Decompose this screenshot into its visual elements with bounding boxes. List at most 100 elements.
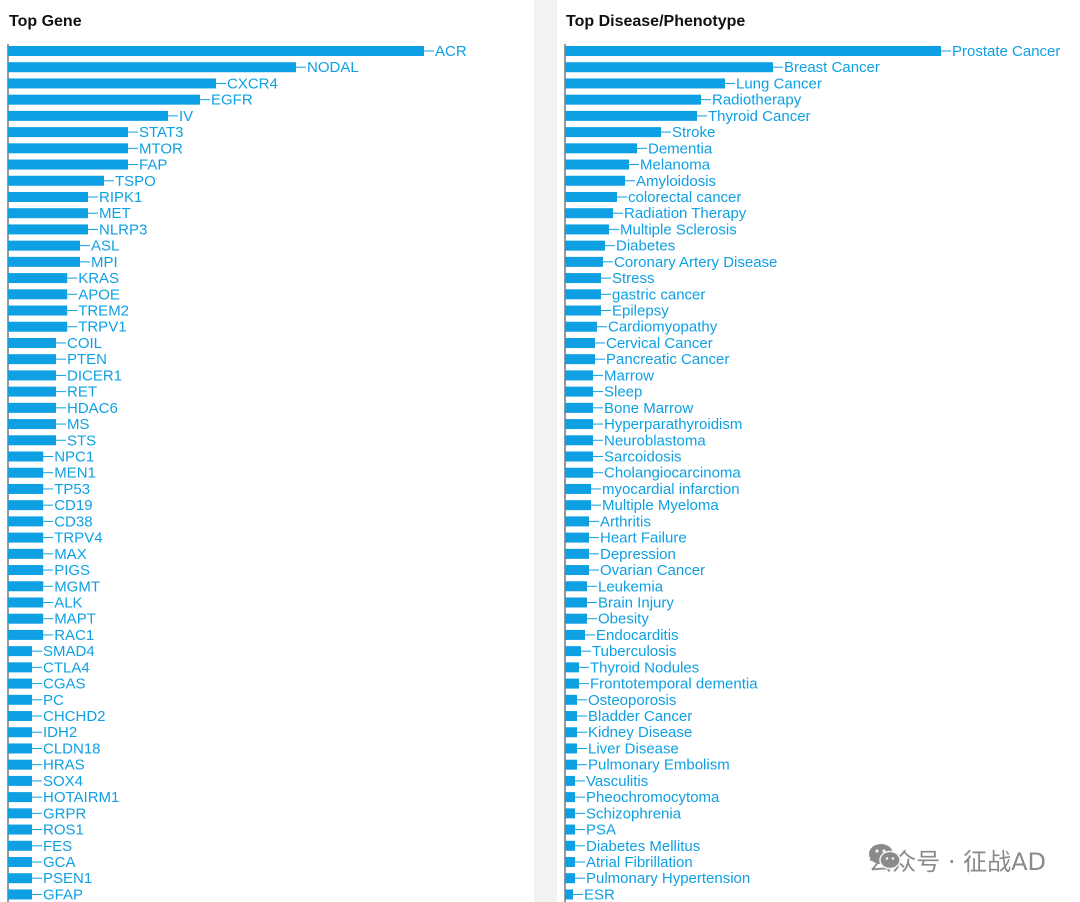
bar — [565, 419, 593, 430]
category-label: Schizophrenia — [586, 805, 682, 822]
category-label: RAC1 — [54, 627, 94, 644]
bar — [565, 159, 629, 170]
bar — [8, 516, 44, 527]
bar — [8, 370, 56, 381]
category-label: CGAS — [43, 676, 86, 693]
bar — [8, 629, 44, 640]
category-label: CD19 — [54, 497, 92, 514]
category-label: Melanoma — [640, 157, 711, 174]
bar — [8, 78, 216, 89]
category-label: Thyroid Cancer — [708, 108, 811, 125]
category-label: Hyperparathyroidism — [604, 416, 742, 433]
bar — [565, 548, 589, 559]
bar — [8, 337, 56, 348]
category-label: Diabetes Mellitus — [586, 838, 700, 855]
category-label: Dementia — [648, 140, 713, 157]
category-label: Obesity — [598, 611, 649, 628]
category-label: CHCHD2 — [43, 708, 106, 725]
category-label: ROS1 — [43, 822, 84, 839]
category-label: EGFR — [211, 92, 253, 109]
category-label: ALK — [54, 594, 82, 611]
category-label: FAP — [139, 157, 167, 174]
chart-title: Top Disease/Phenotype — [566, 13, 746, 30]
category-label: IV — [179, 108, 193, 125]
bar — [8, 191, 88, 202]
bar — [8, 662, 32, 673]
bar — [8, 678, 32, 689]
bar — [8, 500, 44, 511]
category-label: Radiotherapy — [712, 92, 802, 109]
category-label: Depression — [600, 546, 676, 563]
category-label: MGMT — [54, 578, 100, 595]
category-label: GCA — [43, 854, 76, 871]
category-label: MPI — [91, 254, 118, 271]
bar — [8, 467, 44, 478]
category-label: CLDN18 — [43, 740, 101, 757]
bar — [8, 386, 56, 397]
bar — [565, 240, 605, 251]
bar — [8, 256, 80, 267]
bar — [565, 889, 573, 900]
bar — [565, 775, 575, 786]
category-label: Stroke — [672, 124, 715, 141]
category-label: ESR — [584, 886, 615, 902]
category-label: HOTAIRM1 — [43, 789, 119, 806]
category-label: TREM2 — [78, 303, 129, 320]
category-label: Bladder Cancer — [588, 708, 692, 725]
bar — [565, 337, 595, 348]
category-label: SMAD4 — [43, 643, 95, 660]
bar — [8, 483, 44, 494]
category-label: Vasculitis — [586, 773, 648, 790]
bar — [8, 402, 56, 413]
top-gene-chart-panel: Top Gene ACR NODAL CXCR4 EGFR IV STAT3 MTOR FAP… — [0, 0, 534, 902]
bar — [565, 808, 575, 819]
bar — [565, 597, 587, 608]
bar — [565, 402, 593, 413]
bar — [8, 873, 32, 884]
category-label: Neuroblastoma — [604, 432, 706, 449]
category-label: DICER1 — [67, 367, 122, 384]
category-label: Multiple Myeloma — [602, 497, 719, 514]
bar — [565, 516, 589, 527]
category-label: PTEN — [67, 351, 107, 368]
bar — [8, 857, 32, 867]
category-label: TRPV4 — [54, 530, 102, 547]
bar — [565, 565, 589, 576]
category-label: Stress — [612, 270, 655, 287]
category-label: HRAS — [43, 757, 85, 774]
bar — [8, 208, 88, 219]
bar — [565, 370, 593, 381]
category-label: Epilepsy — [612, 303, 669, 320]
category-label: Atrial Fibrillation — [586, 854, 693, 871]
bar — [565, 354, 595, 365]
category-label: gastric cancer — [612, 286, 705, 303]
bar — [8, 759, 32, 770]
bar — [8, 451, 44, 462]
bar — [8, 94, 200, 105]
category-label: Kidney Disease — [588, 724, 692, 741]
bar — [565, 613, 587, 624]
category-label: Tuberculosis — [592, 643, 676, 660]
category-label: Radiation Therapy — [624, 205, 747, 222]
bar — [565, 857, 575, 867]
category-label: Frontotemporal dementia — [590, 676, 758, 693]
category-label: Bone Marrow — [604, 400, 693, 417]
category-label: Brain Injury — [598, 594, 674, 611]
bar — [8, 321, 68, 332]
category-label: CD38 — [54, 513, 92, 530]
bar — [565, 743, 577, 754]
category-label: Arthritis — [600, 513, 651, 530]
bar — [565, 78, 725, 89]
bar — [8, 792, 32, 803]
category-label: myocardial infarction — [602, 481, 740, 498]
category-label: NLRP3 — [99, 221, 147, 238]
category-label: Cardiomyopathy — [608, 319, 718, 336]
category-label: Cervical Cancer — [606, 335, 713, 352]
category-label: MAX — [54, 546, 87, 563]
bar — [8, 711, 32, 722]
bar — [565, 386, 593, 397]
bar — [565, 143, 637, 154]
category-label: TP53 — [54, 481, 90, 498]
bar — [565, 581, 587, 592]
